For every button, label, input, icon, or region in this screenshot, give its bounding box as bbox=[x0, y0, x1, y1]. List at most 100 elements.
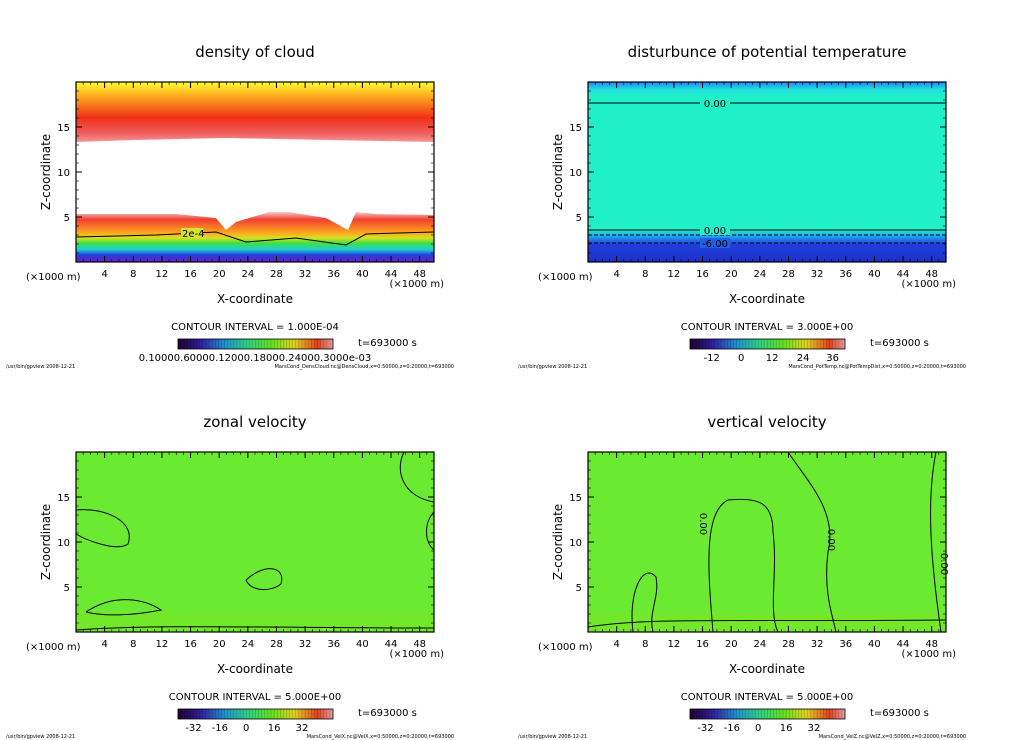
x-tick-label: 20 bbox=[213, 639, 226, 650]
footer-left: /usr/bin/gpview 2008-12-21 bbox=[518, 734, 587, 740]
colorbar-tick-label: 24 bbox=[797, 353, 810, 364]
footer-right: MarsCond_VelX.nc@VelX,x=0:50000,z=0:2000… bbox=[307, 734, 454, 740]
x-tick-label: 16 bbox=[696, 639, 709, 650]
x-tick-label: 4 bbox=[101, 269, 107, 280]
x-tick-label: 40 bbox=[356, 269, 369, 280]
x-tick-label: 28 bbox=[270, 269, 283, 280]
x-tick-label: 24 bbox=[753, 639, 766, 650]
x-axis-label: X-coordinate bbox=[217, 662, 293, 676]
contour-line bbox=[930, 451, 942, 633]
x-tick-label: 48 bbox=[925, 639, 938, 650]
y-tick-label: 10 bbox=[569, 538, 582, 549]
x-tick-label: 44 bbox=[897, 269, 910, 280]
contour-line bbox=[85, 599, 163, 616]
x-tick-label: 48 bbox=[925, 269, 938, 280]
footer-left: /usr/bin/gpview 2008-12-21 bbox=[518, 364, 587, 370]
colorbar-tick-label: 0 bbox=[755, 723, 761, 734]
x-tick-label: 28 bbox=[782, 269, 795, 280]
chart-title: vertical velocity bbox=[707, 413, 826, 431]
x-tick-label: 32 bbox=[811, 639, 824, 650]
contour-label: 0.00 bbox=[697, 513, 708, 535]
x-tick-label: 44 bbox=[385, 269, 398, 280]
contour-line bbox=[75, 231, 435, 246]
y-tick-label: 5 bbox=[64, 213, 70, 224]
contour-interval: CONTOUR INTERVAL = 5.000E+00 bbox=[169, 692, 341, 703]
x-tick-label: 20 bbox=[725, 639, 738, 650]
colorbar-tick-label: 0 bbox=[738, 353, 744, 364]
y-tick-label: 5 bbox=[576, 583, 582, 594]
x-unit-label: (×1000 m) bbox=[389, 649, 444, 660]
x-tick-label: 8 bbox=[642, 269, 648, 280]
colorbar-tick-label: 12 bbox=[766, 353, 779, 364]
chart-title: zonal velocity bbox=[203, 413, 306, 431]
colorbar-tick-label: -32 bbox=[697, 723, 713, 734]
y-unit-label: (×1000 m) bbox=[538, 272, 593, 283]
time-label: t=693000 s bbox=[870, 338, 929, 349]
x-tick-label: 40 bbox=[356, 639, 369, 650]
field-fill bbox=[76, 452, 434, 632]
x-tick-label: 8 bbox=[130, 639, 136, 650]
x-tick-label: 20 bbox=[725, 269, 738, 280]
y-tick-label: 10 bbox=[569, 168, 582, 179]
colorbar-tick-label: 32 bbox=[296, 723, 309, 734]
x-axis-label: X-coordinate bbox=[217, 292, 293, 306]
x-tick-label: 44 bbox=[385, 639, 398, 650]
colorbar-labels: 0.10000.60000.12000.18000.24000.3000e-03 bbox=[139, 353, 371, 364]
x-tick-label: 12 bbox=[668, 639, 681, 650]
x-tick-label: 36 bbox=[839, 639, 852, 650]
y-tick-label: 15 bbox=[57, 493, 70, 504]
y-axis-label: Z-coordinate bbox=[39, 134, 53, 210]
x-tick-label: 36 bbox=[327, 639, 340, 650]
time-label: t=693000 s bbox=[358, 708, 417, 719]
y-axis-label: Z-coordinate bbox=[39, 504, 53, 580]
colorbar-tick-label: 16 bbox=[780, 723, 793, 734]
y-axis-label: Z-coordinate bbox=[551, 134, 565, 210]
contour-label: 0.00 bbox=[825, 529, 836, 551]
contour-line bbox=[399, 451, 435, 503]
colorbar-tick-label: -32 bbox=[185, 723, 201, 734]
contour-label: 2e-4 bbox=[182, 229, 205, 240]
contour-label: 0.00 bbox=[938, 553, 949, 575]
chart-title: density of cloud bbox=[195, 43, 315, 61]
contour-interval: CONTOUR INTERVAL = 3.000E+00 bbox=[681, 322, 853, 333]
x-tick-label: 8 bbox=[130, 269, 136, 280]
contour-line bbox=[75, 509, 130, 548]
y-tick-label: 5 bbox=[64, 583, 70, 594]
contour-interval: CONTOUR INTERVAL = 5.000E+00 bbox=[681, 692, 853, 703]
x-tick-label: 16 bbox=[184, 639, 197, 650]
footer-left: /usr/bin/gpview 2008-12-21 bbox=[6, 364, 75, 370]
x-tick-label: 40 bbox=[868, 269, 881, 280]
field-fill bbox=[588, 452, 946, 632]
footer-right: MarsCond_DensCloud.nc@DensCloud,x=0:5000… bbox=[275, 364, 454, 370]
x-tick-label: 8 bbox=[642, 639, 648, 650]
x-axis-label: X-coordinate bbox=[729, 662, 805, 676]
x-tick-label: 24 bbox=[241, 269, 254, 280]
x-tick-label: 40 bbox=[868, 639, 881, 650]
x-tick-label: 16 bbox=[696, 269, 709, 280]
contour-label: -6.00 bbox=[702, 239, 728, 250]
x-tick-label: 36 bbox=[839, 269, 852, 280]
y-tick-label: 10 bbox=[57, 538, 70, 549]
y-tick-label: 15 bbox=[569, 493, 582, 504]
contour-label: 0.00 bbox=[704, 226, 726, 237]
x-tick-label: 32 bbox=[299, 639, 312, 650]
time-label: t=693000 s bbox=[358, 338, 417, 349]
y-unit-label: (×1000 m) bbox=[538, 642, 593, 653]
y-unit-label: (×1000 m) bbox=[26, 272, 81, 283]
footer-right: MarsCond_PotTemp.nc@PotTempDist,x=0:5000… bbox=[788, 364, 966, 370]
x-tick-label: 24 bbox=[753, 269, 766, 280]
x-unit-label: (×1000 m) bbox=[901, 649, 956, 660]
colorbar-tick-label: 0 bbox=[243, 723, 249, 734]
y-tick-label: 5 bbox=[576, 213, 582, 224]
chart-title: disturbunce of potential temperature bbox=[628, 43, 907, 61]
x-tick-label: 16 bbox=[184, 269, 197, 280]
field-fill bbox=[76, 82, 434, 262]
colorbar-tick-label: 16 bbox=[268, 723, 281, 734]
x-tick-label: 20 bbox=[213, 269, 226, 280]
x-tick-label: 32 bbox=[299, 269, 312, 280]
y-axis-label: Z-coordinate bbox=[551, 504, 565, 580]
x-tick-label: 4 bbox=[613, 639, 619, 650]
colorbar-tick-label: 36 bbox=[826, 353, 839, 364]
colorbar-tick-label: -16 bbox=[724, 723, 740, 734]
